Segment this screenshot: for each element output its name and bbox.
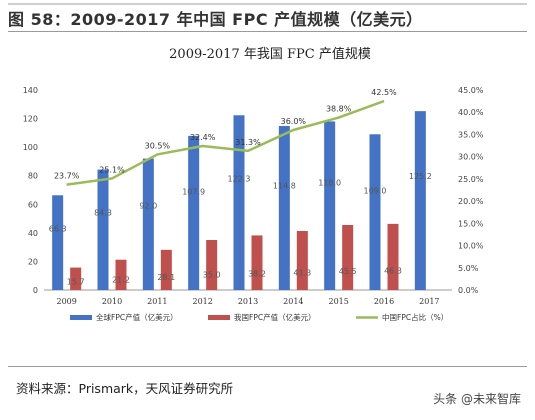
bar-global-fpc xyxy=(414,111,426,291)
right-tick-label: 5.0% xyxy=(458,264,479,273)
bar-label-global: 114.8 xyxy=(273,181,296,190)
line-point-label: 36.0% xyxy=(281,117,307,126)
bottom-rule xyxy=(8,366,527,367)
bar-china-fpc xyxy=(342,225,354,290)
bar-china-fpc xyxy=(296,231,308,290)
left-tick-label: 60 xyxy=(28,200,38,209)
bar-china-fpc xyxy=(160,249,172,290)
left-tick-label: 80 xyxy=(28,172,38,181)
bar-china-fpc xyxy=(115,259,127,290)
legend-swatch xyxy=(208,315,230,320)
x-tick-label: 2009 xyxy=(56,297,76,306)
left-tick-label: 20 xyxy=(28,257,38,266)
line-point-label: 38.8% xyxy=(326,105,352,114)
right-tick-label: 15.0% xyxy=(458,219,484,228)
bar-label-global: 109.0 xyxy=(364,186,387,195)
bar-label-global: 122.3 xyxy=(228,175,251,184)
line-point-label: 25.1% xyxy=(99,165,125,174)
bar-label-china: 35.0 xyxy=(203,271,221,280)
bar-label-global: 125.2 xyxy=(409,172,432,181)
bar-global-fpc xyxy=(52,195,64,290)
line-point-label: 31.3% xyxy=(235,138,261,147)
bar-global-fpc xyxy=(188,135,200,290)
x-tick-label: 2013 xyxy=(238,297,258,306)
bar-china-fpc xyxy=(206,240,218,290)
right-tick-label: 35.0% xyxy=(458,130,484,139)
right-tick-label: 30.0% xyxy=(458,153,484,162)
right-tick-label: 20.0% xyxy=(458,197,484,206)
bar-label-china: 15.7 xyxy=(67,277,85,286)
bar-global-fpc xyxy=(324,121,336,290)
bar-label-china: 41.3 xyxy=(293,268,311,277)
bar-label-china: 38.2 xyxy=(248,269,266,278)
line-point-label: 30.5% xyxy=(145,141,171,150)
line-china-share xyxy=(66,99,385,186)
right-tick-label: 10.0% xyxy=(458,242,484,251)
watermark: 头条 @未来智库 xyxy=(433,392,521,406)
bar-global-fpc xyxy=(142,158,154,290)
bar-label-global: 92.0 xyxy=(139,202,157,211)
bar-global-fpc xyxy=(97,169,109,290)
x-tick-label: 2011 xyxy=(147,297,167,306)
legend-label: 全球FPC产值（亿美元） xyxy=(96,312,178,322)
title-rule xyxy=(8,31,527,32)
x-tick-label: 2015 xyxy=(328,297,348,306)
bar-label-china: 28.1 xyxy=(157,273,175,282)
bar-global-fpc xyxy=(233,115,245,291)
line-point-label: 32.4% xyxy=(190,133,216,142)
bar-global-fpc xyxy=(278,126,290,290)
fpc-chart: 2009-2017 年我国 FPC 产值规模 0 20 40 60 80 100 120 140… xyxy=(23,46,484,322)
legend-label: 中国FPC占比（%） xyxy=(382,312,448,322)
right-tick-label: 0.0% xyxy=(458,286,479,295)
x-tick-label: 2010 xyxy=(102,297,122,306)
legend-label: 我国FPC产值（亿美元） xyxy=(234,312,316,322)
bar-label-china: 46.3 xyxy=(384,266,402,275)
source-note: 资料来源：Prismark，天风证券研究所 xyxy=(16,381,234,396)
right-tick-label: 25.0% xyxy=(458,175,484,184)
bar-china-fpc xyxy=(387,223,399,290)
right-tick-label: 40.0% xyxy=(458,108,484,117)
right-tick-label: 45.0% xyxy=(458,86,484,95)
bar-label-global: 84.3 xyxy=(94,208,112,217)
left-tick-label: 40 xyxy=(28,229,38,238)
top-rule xyxy=(8,3,527,5)
legend-swatch xyxy=(70,315,92,320)
left-tick-label: 140 xyxy=(23,86,38,95)
left-tick-label: 100 xyxy=(23,143,38,152)
bar-global-fpc xyxy=(369,134,381,290)
bar-china-fpc xyxy=(70,267,82,290)
bar-label-global: 66.3 xyxy=(49,224,67,233)
x-tick-label: 2016 xyxy=(374,297,394,306)
bar-label-global: 107.9 xyxy=(182,187,205,196)
bar-label-global: 118.0 xyxy=(318,178,341,187)
left-tick-label: 0 xyxy=(33,286,38,295)
bar-label-china: 45.5 xyxy=(339,267,357,276)
x-tick-label: 2017 xyxy=(419,297,439,306)
chart-title: 2009-2017 年我国 FPC 产值规模 xyxy=(169,46,371,62)
left-tick-label: 120 xyxy=(23,115,38,124)
line-point-label: 23.7% xyxy=(54,172,80,181)
bar-china-fpc xyxy=(251,235,263,290)
line-point-label: 42.5% xyxy=(371,88,397,97)
bar-label-china: 21.2 xyxy=(112,275,130,284)
x-tick-label: 2014 xyxy=(283,297,303,306)
figure-title: 图 58：2009-2017 年中国 FPC 产值规模（亿美元） xyxy=(8,10,423,29)
x-tick-label: 2012 xyxy=(192,297,212,306)
